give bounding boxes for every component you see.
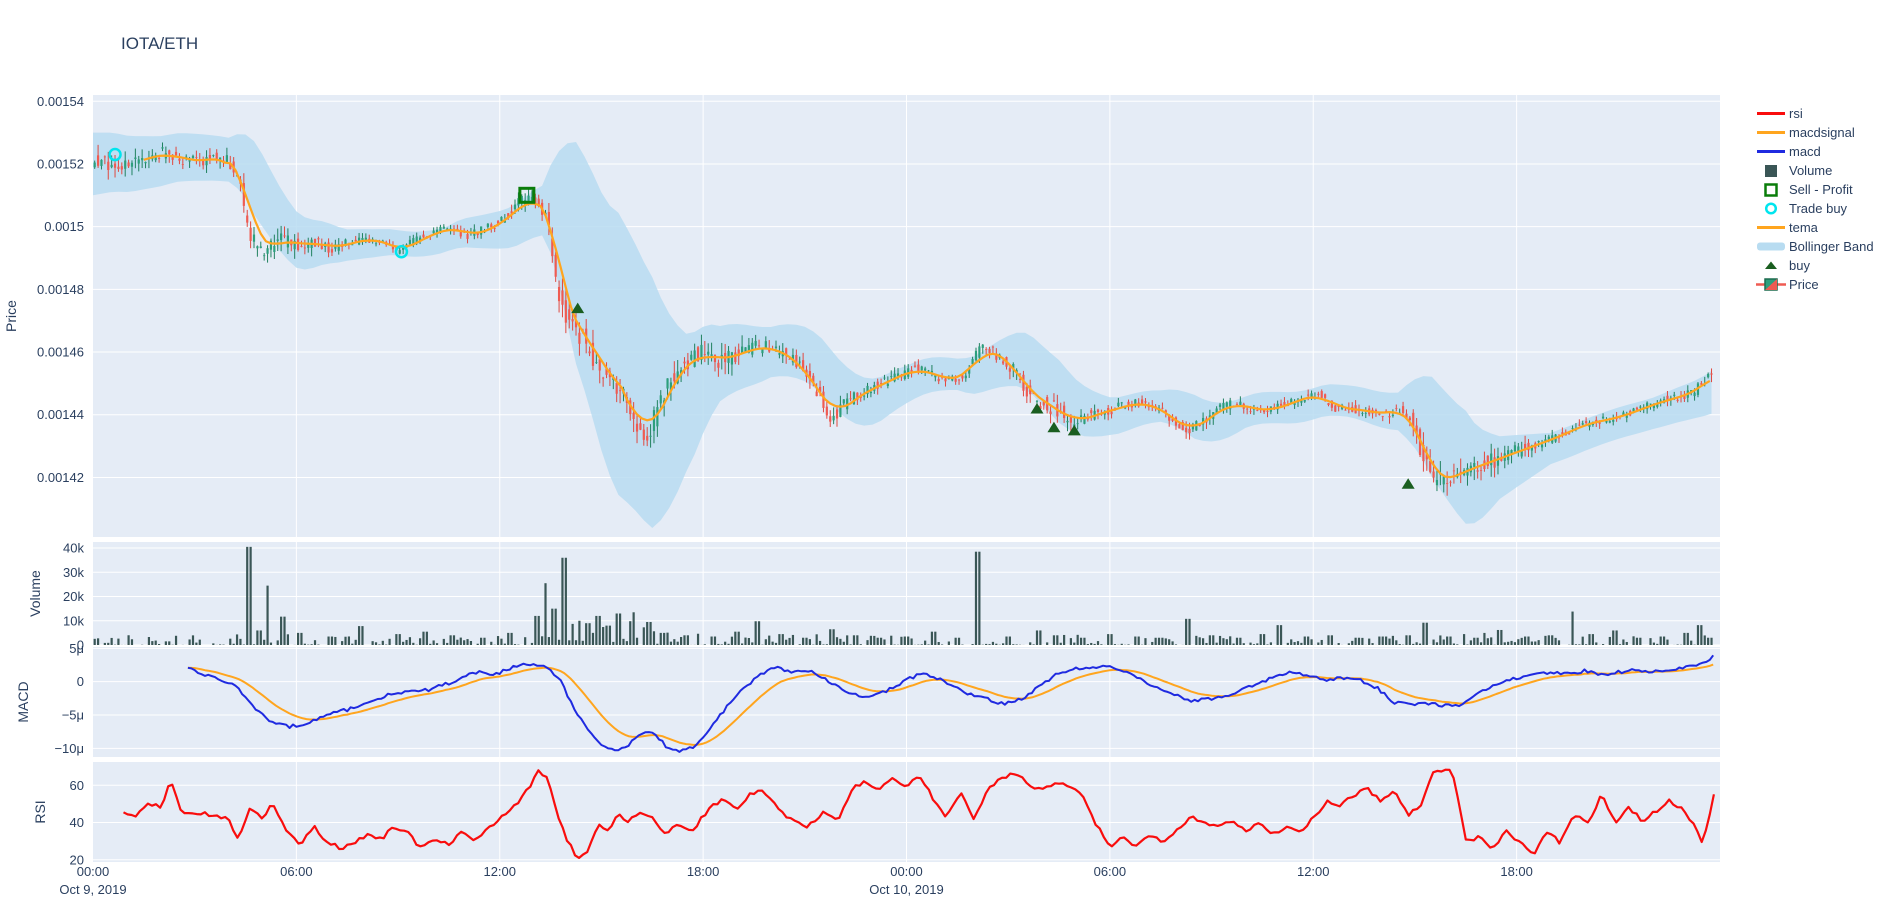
legend-swatch-circle-open — [1753, 201, 1789, 216]
legend-item-label: tema — [1789, 220, 1818, 235]
buy-marker[interactable] — [1067, 424, 1081, 436]
axis-title-macd: MACD — [15, 681, 31, 722]
legend-swatch-line — [1753, 106, 1789, 121]
bollinger-band — [93, 132, 1712, 528]
sell-profit-marker[interactable] — [518, 186, 536, 204]
legend-item-rsi[interactable]: rsi — [1753, 104, 1890, 123]
rsi-y-tick-label: 60 — [70, 778, 84, 793]
macd-y-tick-label: −5μ — [62, 708, 84, 723]
x-tick-label: 00:00 — [77, 864, 110, 879]
macd-y-tick-label: 5μ — [69, 641, 84, 656]
legend-item-label: macdsignal — [1789, 125, 1855, 140]
axis-title-price: Price — [3, 300, 19, 332]
x-tick-label: 18:00 — [687, 864, 720, 879]
x-tick-label: 06:00 — [280, 864, 313, 879]
price-y-tick-label: 0.00146 — [37, 345, 84, 360]
volume-y-tick-label: 20k — [63, 589, 84, 604]
legend-item-label: Sell - Profit — [1789, 182, 1853, 197]
legend-swatch-square-fill — [1753, 163, 1789, 178]
macdsignal-line — [187, 663, 1714, 746]
volume-y-tick-label: 30k — [63, 565, 84, 580]
legend-item-label: Volume — [1789, 163, 1833, 178]
legend-item-label: rsi — [1789, 106, 1803, 121]
rsi-y-tick-label: 40 — [70, 815, 84, 830]
price-y-tick-label: 0.00142 — [37, 470, 84, 485]
legend-item-macdsignal[interactable]: macdsignal — [1753, 123, 1890, 142]
legend-item-buy[interactable]: buy — [1753, 256, 1890, 275]
macd-y-tick-label: 0 — [77, 674, 84, 689]
volume-y-tick-label: 10k — [63, 613, 84, 628]
macd-y-tick-label: −10μ — [54, 741, 84, 756]
price-y-tick-label: 0.00144 — [37, 407, 84, 422]
buy-marker[interactable] — [1047, 421, 1061, 433]
legend-item-bollinger-band[interactable]: Bollinger Band — [1753, 237, 1890, 256]
buy-marker[interactable] — [1030, 402, 1044, 414]
legend-item-label: macd — [1789, 144, 1821, 159]
axis-title-volume: Volume — [27, 570, 43, 617]
legend-item-label: Bollinger Band — [1789, 239, 1874, 254]
legend-swatch-candle — [1753, 277, 1789, 292]
legend-item-trade-buy[interactable]: Trade buy — [1753, 199, 1890, 218]
legend-swatch-line — [1753, 220, 1789, 235]
legend-item-macd[interactable]: macd — [1753, 142, 1890, 161]
legend-item-label: Trade buy — [1789, 201, 1848, 216]
price-y-tick-label: 0.0015 — [44, 219, 84, 234]
price-y-tick-label: 0.00148 — [37, 282, 84, 297]
price-y-tick-label: 0.00152 — [37, 156, 84, 171]
x-date-label: Oct 9, 2019 — [59, 882, 126, 897]
x-tick-label: 06:00 — [1094, 864, 1127, 879]
macd-line — [187, 654, 1715, 753]
legend: rsi macdsignal macd Volume Sell - Profit Trad… — [1753, 104, 1890, 294]
volume-y-tick-label: 40k — [63, 541, 84, 556]
legend-item-price[interactable]: Price — [1753, 275, 1890, 294]
volume-bars — [93, 546, 1713, 645]
x-tick-label: 12:00 — [483, 864, 516, 879]
legend-swatch-band — [1753, 239, 1789, 254]
x-tick-label: 18:00 — [1500, 864, 1533, 879]
buy-marker[interactable] — [571, 302, 585, 314]
legend-item-volume[interactable]: Volume — [1753, 161, 1890, 180]
x-tick-label: 00:00 — [890, 864, 923, 879]
buy-marker[interactable] — [1401, 478, 1415, 489]
legend-swatch-square-open — [1753, 182, 1789, 197]
rsi-y-tick-label: 20 — [70, 852, 84, 867]
legend-swatch-line — [1753, 125, 1789, 140]
page-title: IOTA/ETH — [121, 34, 199, 53]
rsi-line — [122, 768, 1715, 859]
legend-item-label: buy — [1789, 258, 1810, 273]
x-tick-label: 12:00 — [1297, 864, 1330, 879]
x-date-label: Oct 10, 2019 — [869, 882, 943, 897]
axis-title-rsi: RSI — [32, 800, 48, 823]
legend-swatch-line — [1753, 144, 1789, 159]
legend-item-tema[interactable]: tema — [1753, 218, 1890, 237]
legend-item-label: Price — [1789, 277, 1819, 292]
legend-item-sell-profit[interactable]: Sell - Profit — [1753, 180, 1890, 199]
trade-buy-marker[interactable] — [108, 147, 122, 162]
volume-y-tick-label: 0 — [77, 638, 84, 653]
price-y-tick-label: 0.00154 — [37, 94, 84, 109]
trade-buy-marker[interactable] — [394, 244, 409, 259]
legend-swatch-triangle — [1753, 258, 1789, 273]
